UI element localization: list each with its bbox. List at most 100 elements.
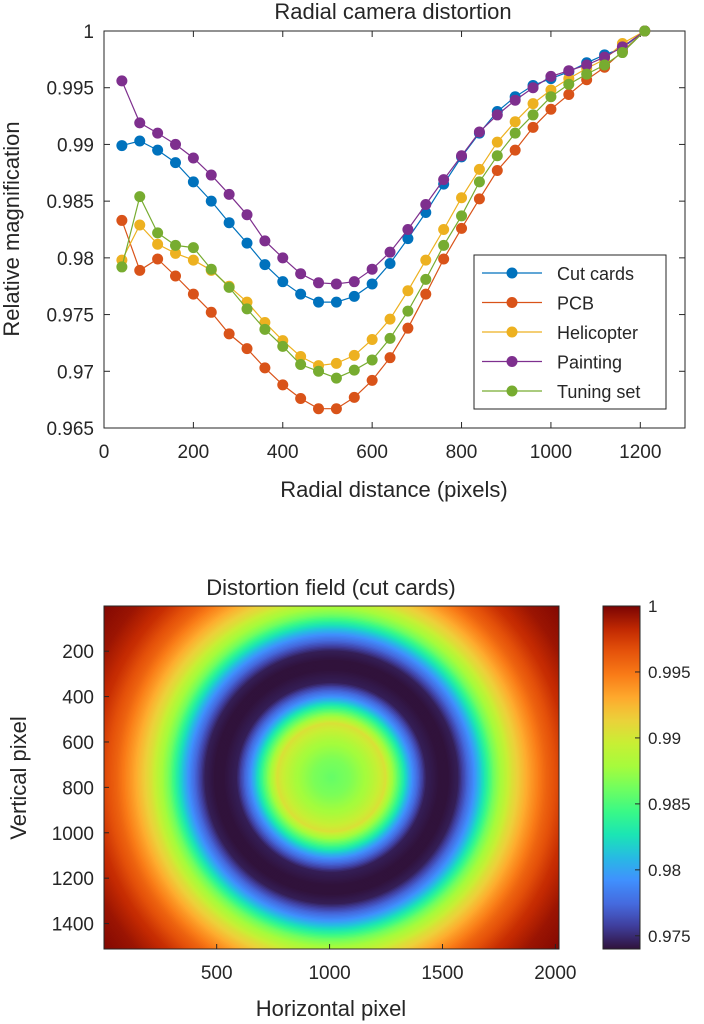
data-point (420, 199, 432, 211)
data-point (259, 235, 271, 247)
heatmap-frame (103, 605, 560, 950)
data-point (581, 59, 593, 71)
data-point (277, 276, 289, 288)
colorbar-tick-label: 0.975 (648, 927, 691, 946)
data-point (438, 224, 450, 235)
data-point (152, 238, 164, 250)
data-point (509, 116, 521, 128)
data-point (456, 150, 468, 162)
x-tick-label: 1200 (619, 442, 661, 463)
data-point (241, 237, 253, 249)
x-tick-label: 0 (99, 442, 110, 463)
data-point (295, 268, 307, 280)
data-point (509, 94, 521, 106)
data-point (134, 117, 146, 129)
data-point (491, 165, 503, 177)
data-point (509, 144, 521, 156)
data-point (152, 127, 164, 139)
data-point (545, 70, 557, 82)
legend-marker (506, 297, 518, 308)
data-point (187, 152, 199, 164)
data-point (295, 351, 307, 363)
data-point (420, 273, 432, 285)
legend-label: Tuning set (557, 382, 640, 402)
data-point (330, 403, 342, 415)
data-point (456, 210, 468, 222)
y-tick-label: 0.965 (46, 419, 94, 440)
data-point (134, 219, 146, 231)
heatmap-y-tick-label: 1000 (52, 824, 94, 845)
heatmap-x-axis-label: Horizontal pixel (256, 996, 406, 1021)
data-point (438, 253, 450, 265)
data-point (473, 163, 485, 175)
data-point (348, 290, 360, 302)
data-point (241, 343, 253, 355)
colorbar-tick-label: 0.99 (648, 729, 681, 748)
data-point (330, 357, 342, 369)
legend-item-tuning-set: Tuning set (482, 382, 640, 402)
legend-item-cut-cards: Cut cards (482, 264, 634, 284)
data-point (420, 254, 432, 266)
data-point (313, 403, 325, 415)
colorbar-tick-label: 0.985 (648, 795, 691, 814)
data-point (491, 150, 503, 162)
data-point (295, 393, 307, 405)
legend-item-painting: Painting (482, 353, 622, 373)
x-tick-label: 1000 (530, 442, 572, 463)
legend-marker (506, 356, 518, 367)
heatmap-y-axis-label: Vertical pixel (6, 716, 31, 840)
data-point (545, 91, 557, 103)
legend: Cut cards PCB Helicopter Painting Tuning set (473, 254, 667, 410)
data-point (313, 277, 325, 289)
heatmap-y-axis: 200 400 600 800 1000 1200 1400 (52, 642, 109, 936)
data-point (170, 247, 182, 259)
series-painting (116, 25, 651, 290)
data-point (581, 68, 593, 80)
data-point (187, 176, 199, 188)
data-point (205, 169, 217, 181)
heatmap-field (104, 606, 559, 949)
heatmap-chart: Distortion field (cut cards) 500 1000 1500… (6, 575, 691, 1021)
line-y-axis: 0.965 0.97 0.975 0.98 0.985 0.99 0.995 1 (46, 22, 685, 440)
legend-label: Painting (557, 353, 622, 373)
data-point (116, 75, 128, 87)
data-point (277, 252, 289, 264)
colorbar-tick-label: 0.995 (648, 663, 691, 682)
heatmap-y-tick-label: 800 (62, 778, 94, 799)
heatmap-x-tick-label: 1500 (421, 963, 463, 984)
data-point (116, 261, 128, 273)
legend-label: Helicopter (557, 323, 638, 343)
data-point (438, 239, 450, 251)
data-point (438, 174, 450, 186)
data-point (599, 59, 611, 71)
data-point (205, 306, 217, 318)
data-point (366, 263, 378, 275)
data-point (402, 322, 414, 334)
data-point (170, 270, 182, 282)
heatmap-y-tick-label: 600 (62, 733, 94, 754)
legend-marker (506, 326, 518, 338)
data-point (205, 263, 217, 275)
legend-item-pcb: PCB (482, 294, 594, 314)
heatmap-ring (330, 776, 333, 779)
data-point (223, 328, 235, 340)
line-series-group (116, 25, 651, 415)
data-point (313, 296, 325, 308)
data-point (348, 276, 360, 288)
data-point (241, 303, 253, 315)
heatmap-y-tick-label: 400 (62, 688, 94, 709)
colorbar-tick-label: 0.98 (648, 861, 681, 880)
heatmap-y-tick-label: 1200 (52, 869, 94, 890)
data-point (187, 242, 199, 254)
x-tick-label: 800 (446, 442, 478, 463)
data-point (313, 365, 325, 377)
data-point (152, 253, 164, 265)
data-point (170, 239, 182, 251)
data-point (187, 254, 199, 266)
data-point (402, 233, 414, 245)
series-tuning-set (116, 25, 651, 384)
series-pcb (116, 25, 651, 415)
line-y-axis-label: Relative magnification (0, 121, 24, 336)
heatmap-x-tick-label: 1000 (308, 963, 350, 984)
x-tick-label: 600 (356, 442, 388, 463)
